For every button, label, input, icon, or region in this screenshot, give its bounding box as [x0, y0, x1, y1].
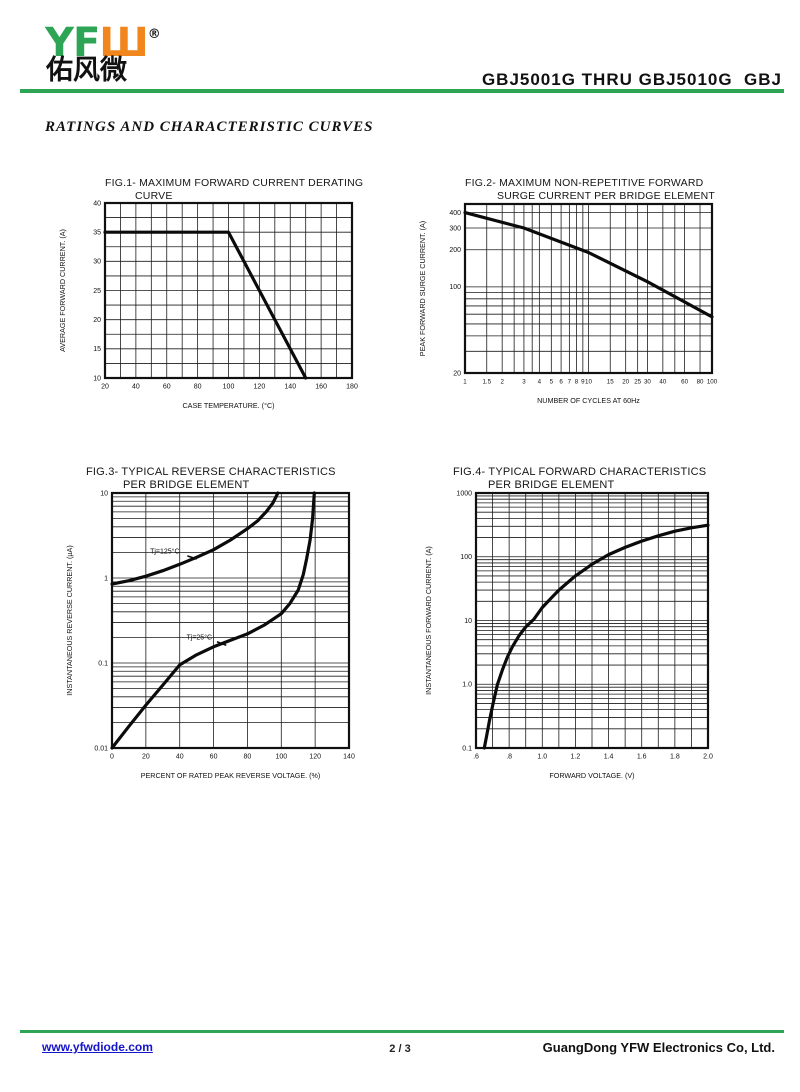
svg-text:140: 140 [343, 754, 355, 761]
fig2-surge-chart: 1 1.5 2 3 4 5 6 7 8 9 10 15 20 25 30 40 60 80 100400300200… [418, 202, 718, 405]
svg-text:10: 10 [93, 375, 101, 382]
svg-text:20: 20 [453, 370, 461, 377]
svg-text:200: 200 [449, 247, 461, 254]
svg-text:1.2: 1.2 [571, 754, 581, 761]
registered-trademark-icon: ® [147, 27, 161, 42]
svg-text:1.0: 1.0 [537, 754, 547, 761]
svg-text:60: 60 [163, 384, 171, 391]
svg-text:7: 7 [568, 379, 572, 386]
svg-text:.6: .6 [473, 754, 479, 761]
svg-text:100: 100 [275, 754, 287, 761]
document-title: GBJ5001G THRU GBJ5010G GBJ [481, 70, 782, 89]
svg-text:100: 100 [223, 384, 235, 391]
svg-text:1.8: 1.8 [670, 754, 680, 761]
svg-text:1000: 1000 [456, 490, 472, 497]
svg-text:120: 120 [254, 384, 266, 391]
svg-text:2: 2 [500, 379, 504, 386]
section-heading: RATINGS AND CHARACTERISTIC CURVES [45, 119, 374, 135]
svg-text:20: 20 [142, 754, 150, 761]
svg-text:120: 120 [309, 754, 321, 761]
svg-text:INSTANTANEOUS REVERSE CURRENT.: INSTANTANEOUS REVERSE CURRENT. (µA) [65, 545, 74, 695]
svg-text:1: 1 [463, 379, 467, 386]
svg-text:NUMBER OF CYCLES AT 60Hz: NUMBER OF CYCLES AT 60Hz [537, 396, 640, 405]
svg-text:10: 10 [100, 490, 108, 497]
figure-3-title: FIG.3- TYPICAL REVERSE CHARACTERISTICS PE… [86, 466, 336, 491]
svg-text:100: 100 [460, 554, 472, 561]
svg-text:30: 30 [93, 259, 101, 266]
svg-text:300: 300 [449, 225, 461, 232]
page-number: 2 / 3 [389, 1043, 411, 1055]
svg-text:60: 60 [210, 754, 218, 761]
svg-text:80: 80 [244, 754, 252, 761]
svg-text:80: 80 [697, 379, 704, 386]
svg-text:CASE TEMPERATURE. (°C): CASE TEMPERATURE. (°C) [182, 401, 274, 410]
svg-text:10: 10 [464, 618, 472, 625]
svg-text:100: 100 [449, 284, 461, 291]
svg-text:0.1: 0.1 [462, 745, 472, 752]
svg-text:20: 20 [93, 317, 101, 324]
fig1-derating-chart: 20 40 60 80 100 120 140 160 180 40 35 30 25 20 15 10 CAS… [58, 200, 358, 410]
svg-text:9: 9 [581, 379, 585, 386]
svg-text:2.0: 2.0 [703, 754, 713, 761]
svg-text:400: 400 [449, 210, 461, 217]
svg-text:1: 1 [104, 575, 108, 582]
svg-text:40: 40 [132, 384, 140, 391]
header-divider-rule [20, 89, 784, 93]
svg-text:1.0: 1.0 [462, 682, 472, 689]
svg-text:PERCENT OF RATED PEAK REVERSE: PERCENT OF RATED PEAK REVERSE VOLTAGE. (… [141, 771, 321, 780]
svg-text:FORWARD VOLTAGE. (V): FORWARD VOLTAGE. (V) [549, 771, 634, 780]
svg-text:0.1: 0.1 [98, 660, 108, 667]
svg-text:60: 60 [681, 379, 688, 386]
svg-text:1.5: 1.5 [482, 379, 491, 386]
svg-text:25: 25 [93, 288, 101, 295]
fig3-reverse-characteristics-chart: 0 20 40 60 80 100 120 140 10 1 0.1 0.01 Tj=125°C Tj=2… [65, 490, 355, 780]
svg-text:.8: .8 [506, 754, 512, 761]
logo-yf-text: YF [45, 20, 100, 66]
svg-text:100: 100 [707, 379, 718, 386]
svg-text:15: 15 [93, 346, 101, 353]
svg-text:160: 160 [315, 384, 327, 391]
svg-text:30: 30 [644, 379, 651, 386]
svg-text:5: 5 [550, 379, 554, 386]
company-name: GuangDong YFW Electronics Co, Ltd. [542, 1040, 775, 1055]
svg-text:1.6: 1.6 [637, 754, 647, 761]
svg-text:AVERAGE FORWARD CURRENT. (A): AVERAGE FORWARD CURRENT. (A) [58, 229, 67, 352]
svg-text:INSTANTANEOUS FORWARD CURRENT.: INSTANTANEOUS FORWARD CURRENT. (A) [424, 546, 433, 695]
svg-text:8: 8 [575, 379, 579, 386]
svg-text:3: 3 [522, 379, 526, 386]
figure-2-title: FIG.2- MAXIMUM NON-REPETITIVE FORWARD SUR… [465, 177, 715, 202]
fig4-forward-characteristics-chart: .6 .8 1.0 1.2 1.4 1.6 1.8 2.0 1000 100 10 1.0 0.1 FOR… [424, 490, 713, 780]
website-link[interactable]: www.yfwdiode.com [42, 1040, 153, 1054]
svg-text:25: 25 [634, 379, 641, 386]
svg-text:80: 80 [194, 384, 202, 391]
svg-text:10: 10 [585, 379, 592, 386]
svg-text:40: 40 [93, 200, 101, 207]
figure-1-title: FIG.1- MAXIMUM FORWARD CURRENT DERATING C… [105, 177, 364, 202]
svg-text:40: 40 [176, 754, 184, 761]
svg-text:0: 0 [110, 754, 114, 761]
svg-text:20: 20 [101, 384, 109, 391]
svg-text:0.01: 0.01 [94, 745, 108, 752]
svg-text:Tj=125°C: Tj=125°C [150, 547, 179, 555]
figure-4-title: FIG.4- TYPICAL FORWARD CHARACTERISTICS PE… [453, 466, 707, 491]
svg-text:6: 6 [559, 379, 563, 386]
svg-text:180: 180 [346, 384, 358, 391]
footer-divider-rule [20, 1030, 784, 1033]
svg-text:PEAK FORWARD SURGE CURRENT. (A: PEAK FORWARD SURGE CURRENT. (A) [418, 221, 427, 356]
logo-chinese-text: 佑风微 [46, 55, 127, 86]
company-logo: YFШ® [45, 14, 161, 64]
svg-text:35: 35 [93, 230, 101, 237]
svg-text:40: 40 [659, 379, 666, 386]
svg-text:Tj=25°C: Tj=25°C [186, 633, 212, 641]
svg-text:20: 20 [622, 379, 629, 386]
svg-text:1.4: 1.4 [604, 754, 614, 761]
logo-w-mark: Ш [99, 20, 148, 66]
svg-text:140: 140 [284, 384, 296, 391]
svg-text:15: 15 [607, 379, 614, 386]
svg-text:4: 4 [538, 379, 542, 386]
